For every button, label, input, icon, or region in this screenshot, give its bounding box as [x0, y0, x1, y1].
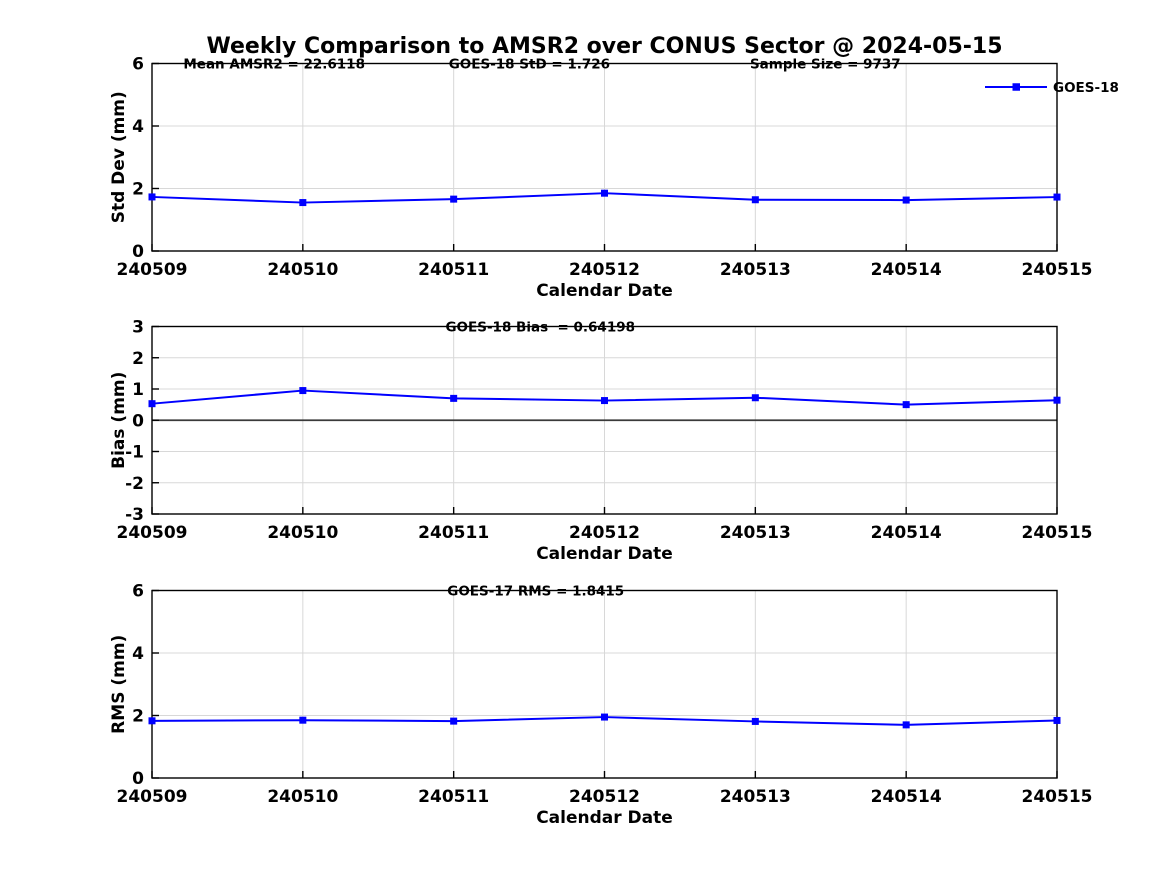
data-point-marker — [148, 717, 156, 725]
data-point-marker — [902, 721, 910, 729]
data-point-marker — [148, 193, 156, 201]
annotation-text: GOES-18 Bias = 0.64198 — [445, 320, 635, 336]
y-tick-label: 2 — [132, 349, 144, 369]
x-tick-label: 240513 — [720, 523, 791, 543]
data-point-marker — [450, 717, 458, 725]
x-axis-label: Calendar Date — [536, 281, 673, 301]
legend-label: GOES-18 — [1053, 80, 1119, 96]
y-tick-label: 2 — [132, 707, 144, 727]
y-tick-label: 6 — [132, 582, 144, 602]
std-dev-panel: 0 2 4 6 240509 240510 240511 240512 240513 240514… — [109, 55, 1119, 302]
x-tick-label: 240513 — [720, 787, 791, 807]
y-tick-label: 4 — [132, 644, 144, 664]
data-point-marker — [148, 400, 156, 408]
y-axis-label: RMS (mm) — [109, 635, 129, 734]
data-point-marker — [299, 387, 307, 395]
x-tick-label: 240510 — [267, 523, 338, 543]
x-tick-label: 240511 — [418, 787, 489, 807]
x-tick-label: 240515 — [1022, 523, 1093, 543]
y-tick-label: 2 — [132, 180, 144, 200]
x-tick-label: 240512 — [569, 523, 640, 543]
x-tick-label: 240510 — [267, 787, 338, 807]
data-point-marker — [299, 199, 307, 207]
annotation-text: Mean AMSR2 = 22.6118 — [183, 57, 365, 73]
x-tick-label: 240514 — [871, 787, 942, 807]
y-tick-label: 6 — [132, 55, 144, 75]
data-point-marker — [1053, 716, 1061, 724]
x-tick-label: 240515 — [1022, 260, 1093, 280]
bias-panel: -3 -2 -1 0 1 2 3 240509 240510 240511 240512 240513… — [109, 318, 1092, 565]
y-tick-label: 0 — [132, 242, 144, 262]
data-point-marker — [450, 195, 458, 203]
y-axis-label: Std Dev (mm) — [109, 91, 129, 223]
chart-title: Weekly Comparison to AMSR2 over CONUS Se… — [207, 34, 1003, 59]
x-tick-label: 240509 — [117, 523, 188, 543]
y-tick-label: 4 — [132, 117, 144, 137]
x-tick-label: 240511 — [418, 523, 489, 543]
y-tick-label: -2 — [125, 474, 144, 494]
data-point-marker — [902, 196, 910, 204]
data-point-marker — [751, 394, 759, 402]
y-tick-label: 0 — [132, 411, 144, 431]
y-tick-label: -1 — [125, 443, 144, 463]
x-tick-label: 240515 — [1022, 787, 1093, 807]
annotation-text: Sample Size = 9737 — [750, 57, 901, 73]
x-tick-label: 240514 — [871, 523, 942, 543]
annotation-text: GOES-17 RMS = 1.8415 — [447, 584, 624, 600]
y-tick-label: 1 — [132, 380, 144, 400]
x-tick-label: 240509 — [117, 260, 188, 280]
data-point-marker — [902, 401, 910, 409]
x-tick-label: 240512 — [569, 787, 640, 807]
data-point-marker — [601, 397, 608, 405]
data-point-marker — [601, 189, 608, 197]
y-tick-label: 3 — [132, 318, 144, 338]
x-tick-label: 240513 — [720, 260, 791, 280]
data-point-marker — [1053, 396, 1061, 404]
data-point-marker — [601, 713, 608, 721]
data-point-marker — [1053, 193, 1061, 201]
x-tick-label: 240512 — [569, 260, 640, 280]
y-tick-label: -3 — [125, 505, 144, 525]
y-tick-label: 0 — [132, 769, 144, 789]
annotation-text: GOES-18 StD = 1.726 — [449, 57, 610, 73]
x-axis-label: Calendar Date — [536, 808, 673, 828]
y-axis-label: Bias (mm) — [109, 372, 129, 469]
x-tick-label: 240509 — [117, 787, 188, 807]
data-point-marker — [751, 717, 759, 725]
data-point-marker — [450, 394, 458, 402]
x-axis-label: Calendar Date — [536, 544, 673, 564]
x-tick-label: 240511 — [418, 260, 489, 280]
x-tick-label: 240510 — [267, 260, 338, 280]
legend-marker-sample — [1012, 83, 1020, 91]
data-point-marker — [751, 196, 759, 204]
x-tick-label: 240514 — [871, 260, 942, 280]
data-point-marker — [299, 716, 307, 724]
rms-panel: 0 2 4 6 240509 240510 240511 240512 240513 240514… — [109, 582, 1092, 829]
